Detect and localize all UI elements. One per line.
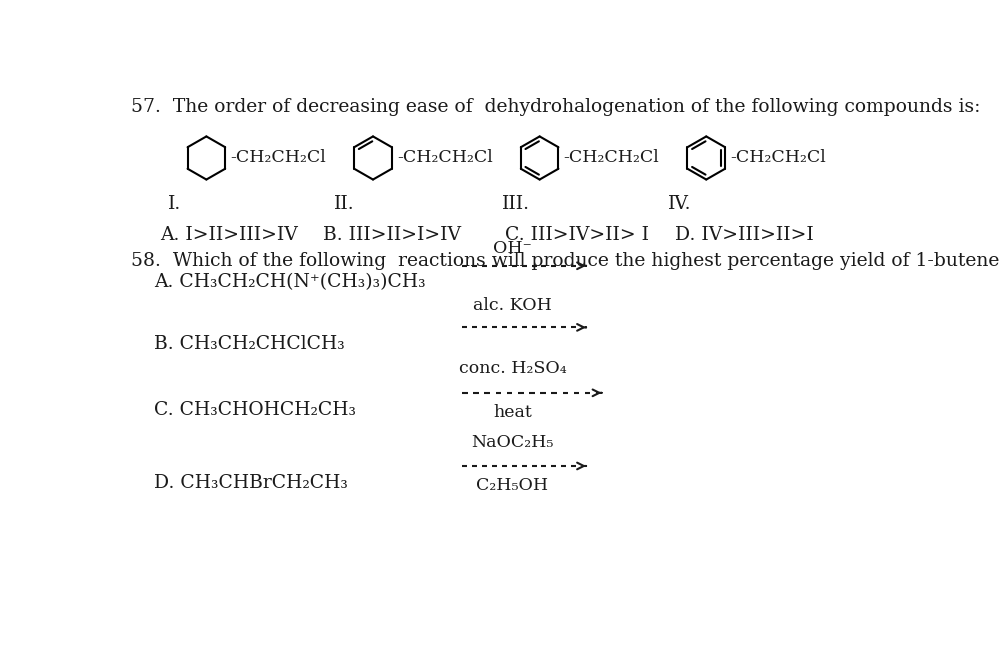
Text: -CH₂CH₂Cl: -CH₂CH₂Cl [730,149,826,166]
Text: C. III>IV>II> I: C. III>IV>II> I [505,226,649,244]
Text: 57.  The order of decreasing ease of  dehydrohalogenation of the following compo: 57. The order of decreasing ease of dehy… [131,98,981,116]
Text: alc. KOH: alc. KOH [473,297,552,314]
Text: -CH₂CH₂Cl: -CH₂CH₂Cl [564,149,659,166]
Text: D. CH₃CHBrCH₂CH₃: D. CH₃CHBrCH₂CH₃ [154,474,348,492]
Text: D. IV>III>II>I: D. IV>III>II>I [675,226,814,244]
Text: C₂H₅OH: C₂H₅OH [476,477,549,494]
Text: -CH₂CH₂Cl: -CH₂CH₂Cl [230,149,326,166]
Text: 58.  Which of the following  reactions will produce the highest percentage yield: 58. Which of the following reactions wil… [131,252,1000,270]
Text: II.: II. [334,195,355,213]
Text: C. CH₃CHOHCH₂CH₃: C. CH₃CHOHCH₂CH₃ [154,401,356,418]
Text: heat: heat [493,404,532,420]
Text: -CH₂CH₂Cl: -CH₂CH₂Cl [397,149,493,166]
Text: A. CH₃CH₂CH(N⁺(CH₃)₃)CH₃: A. CH₃CH₂CH(N⁺(CH₃)₃)CH₃ [154,273,426,291]
Text: B. CH₃CH₂CHClCH₃: B. CH₃CH₂CHClCH₃ [154,335,345,353]
Text: III.: III. [502,195,530,213]
Text: A. I>II>III>IV: A. I>II>III>IV [160,226,298,244]
Text: OH⁻: OH⁻ [493,240,532,257]
Text: NaOC₂H₅: NaOC₂H₅ [471,434,554,451]
Text: I.: I. [168,195,181,213]
Text: IV.: IV. [668,195,691,213]
Text: conc. H₂SO₄: conc. H₂SO₄ [459,360,566,377]
Text: B. III>II>I>IV: B. III>II>I>IV [323,226,461,244]
